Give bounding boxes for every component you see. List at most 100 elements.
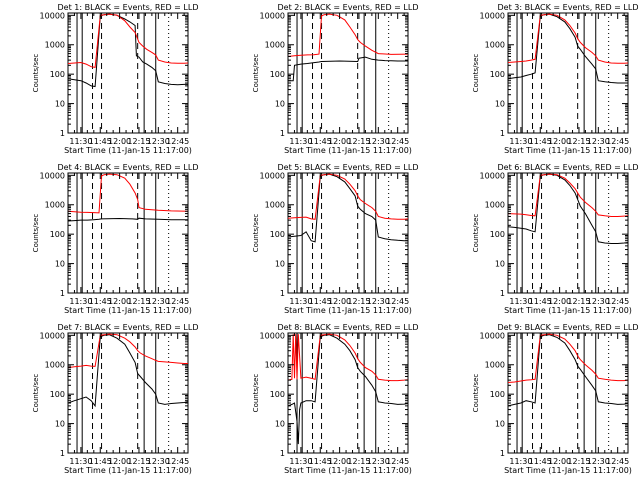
lld-series-line	[508, 333, 628, 383]
x-axis-label: Start Time (11-Jan-15 11:17:00)	[504, 466, 632, 475]
y-tick-label: 100	[50, 390, 65, 399]
marker-lines	[76, 333, 170, 453]
y-tick-label: 10000	[480, 171, 505, 180]
x-tick-label: 12:00	[328, 297, 351, 306]
x-tick-label: 12:00	[328, 457, 351, 466]
y-tick-label: 1	[280, 289, 285, 298]
panel-det-4: 1 10 100 1000 10000 11:3011:4512:0012:1512:30…	[32, 163, 198, 315]
x-tick-label: 12:00	[328, 137, 351, 146]
y-tick-label: 100	[50, 70, 65, 79]
x-tick-label: 12:30	[587, 137, 610, 146]
panel-title: Det 7: BLACK = Events, RED = LLD	[58, 323, 199, 332]
plot-frame	[287, 332, 409, 454]
marker-lines	[296, 13, 390, 133]
x-tick-label: 12:00	[108, 457, 131, 466]
plot-frame	[67, 332, 189, 454]
y-axis-label: Counts/sec	[32, 214, 40, 253]
x-tick-label: 12:30	[147, 297, 170, 306]
x-axis-label: Start Time (11-Jan-15 11:17:00)	[284, 306, 412, 315]
y-tick-label: 100	[270, 70, 285, 79]
y-tick-label: 1000	[265, 201, 285, 210]
y-tick-label: 100	[270, 390, 285, 399]
x-tick-label: 12:45	[166, 457, 189, 466]
y-tick-label: 1000	[485, 41, 505, 50]
x-tick-label: 11:30	[509, 137, 532, 146]
y-tick-label: 1000	[45, 201, 65, 210]
panel-title: Det 8: BLACK = Events, RED = LLD	[278, 323, 419, 332]
y-tick-label: 1000	[45, 41, 65, 50]
x-tick-label: 12:00	[548, 137, 571, 146]
panel-title: Det 4: BLACK = Events, RED = LLD	[58, 163, 199, 172]
x-tick-label: 12:15	[127, 137, 150, 146]
plot-frame	[67, 12, 189, 134]
events-series-line	[68, 217, 188, 222]
y-tick-label: 100	[490, 230, 505, 239]
lld-series-line	[68, 13, 188, 68]
x-tick-label: 11:45	[309, 137, 332, 146]
lld-series-line	[288, 13, 408, 57]
x-tick-label: 12:15	[347, 297, 370, 306]
y-axis-label: Counts/sec	[32, 374, 40, 413]
y-axis-label: Counts/sec	[472, 374, 480, 413]
x-tick-label: 11:30	[289, 297, 312, 306]
lld-series-line	[508, 13, 628, 64]
x-axis-label: Start Time (11-Jan-15 11:17:00)	[64, 466, 192, 475]
x-tick-label: 12:00	[108, 297, 131, 306]
x-tick-label: 11:45	[309, 457, 332, 466]
y-tick-label: 1	[280, 129, 285, 138]
marker-lines	[296, 333, 390, 453]
series-group	[508, 333, 628, 407]
y-tick-label: 10000	[480, 11, 505, 20]
y-tick-label: 10	[275, 260, 285, 269]
y-tick-label: 10000	[260, 11, 285, 20]
panel-det-3: 1 10 100 1000 10000 11:3011:4512:0012:1512:30…	[472, 3, 638, 155]
x-axis-label: Start Time (11-Jan-15 11:17:00)	[284, 466, 412, 475]
y-tick-label: 1	[60, 289, 65, 298]
panel-title: Det 6: BLACK = Events, RED = LLD	[498, 163, 639, 172]
y-tick-label: 1	[500, 289, 505, 298]
x-tick-label: 12:45	[166, 137, 189, 146]
series-group	[508, 13, 628, 84]
series-group	[288, 13, 408, 82]
marker-lines	[76, 13, 170, 133]
x-axis-label: Start Time (11-Jan-15 11:17:00)	[64, 306, 192, 315]
panel-det-1: 1 10 100 1000 10000 11:3011:4512:0012:1512:30…	[32, 3, 198, 155]
x-tick-label: 12:00	[548, 457, 571, 466]
y-tick-label: 1000	[265, 361, 285, 370]
y-tick-label: 100	[50, 230, 65, 239]
series-group	[68, 13, 188, 88]
y-tick-label: 100	[490, 390, 505, 399]
lld-series-line	[68, 173, 188, 214]
y-tick-label: 1	[280, 449, 285, 458]
lld-series-line	[68, 333, 188, 369]
marker-lines	[516, 13, 610, 133]
y-tick-label: 10	[495, 260, 505, 269]
y-tick-label: 1000	[485, 201, 505, 210]
panel-det-7: 1 10 100 1000 10000 11:3011:4512:0012:1512:30…	[32, 323, 198, 475]
y-tick-label: 10000	[40, 11, 65, 20]
y-axis-label: Counts/sec	[472, 54, 480, 93]
y-tick-label: 10000	[40, 331, 65, 340]
x-tick-label: 12:15	[567, 457, 590, 466]
y-axis-label: Counts/sec	[32, 54, 40, 93]
y-tick-label: 1	[500, 449, 505, 458]
x-tick-label: 12:15	[127, 457, 150, 466]
x-tick-label: 11:45	[529, 457, 552, 466]
panel-det-5: 1 10 100 1000 10000 11:3011:4512:0012:1512:30…	[252, 163, 418, 315]
events-series-line	[68, 334, 188, 408]
y-tick-label: 1	[60, 449, 65, 458]
y-axis-label: Counts/sec	[252, 374, 260, 413]
x-tick-label: 12:30	[147, 457, 170, 466]
y-tick-label: 1000	[485, 361, 505, 370]
y-tick-label: 10000	[40, 171, 65, 180]
x-tick-label: 12:45	[166, 297, 189, 306]
x-tick-label: 12:30	[587, 457, 610, 466]
events-series-line	[508, 173, 628, 244]
x-axis-label: Start Time (11-Jan-15 11:17:00)	[504, 306, 632, 315]
x-tick-label: 12:15	[567, 297, 590, 306]
panel-det-2: 1 10 100 1000 10000 11:3011:4512:0012:1512:30…	[252, 3, 418, 155]
plot-frame	[67, 172, 189, 294]
x-tick-label: 12:45	[606, 137, 629, 146]
x-tick-label: 12:30	[367, 457, 390, 466]
